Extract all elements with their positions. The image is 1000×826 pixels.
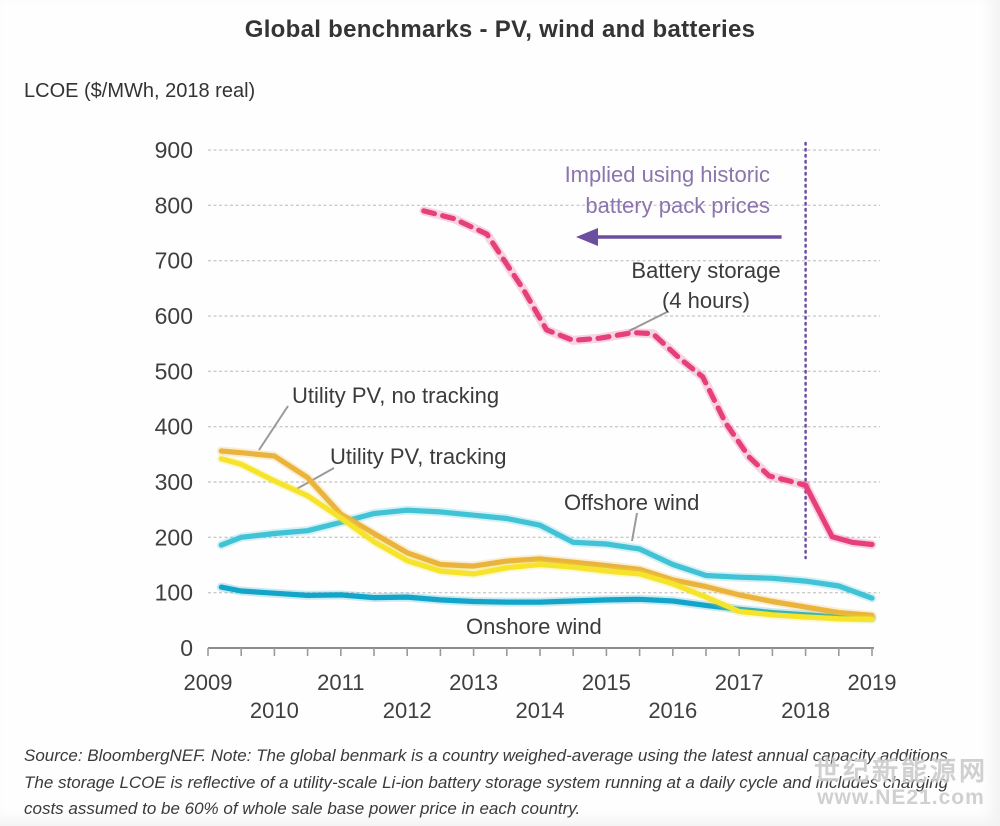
y-tick-label-200: 200 [155,524,193,550]
implied-annotation-line1: Implied using historic [564,162,770,187]
battery-storage-label-line1: Battery storage [631,258,781,283]
offshore-wind-label: Offshore wind [564,490,700,515]
x-year-label-2013: 2013 [449,670,498,695]
y-tick-label-0: 0 [180,635,193,661]
y-tick-label-500: 500 [155,358,193,384]
battery-observed-halo [801,480,877,549]
onshore-wind-label: Onshore wind [466,614,602,639]
battery-storage-leader [628,311,668,332]
x-year-label-2009: 2009 [184,670,233,695]
offshore-wind-halo [216,505,877,603]
implied-annotation: Implied using historic battery pack pric… [565,159,770,221]
source-note: Source: BloombergNEF. Note: The global b… [24,746,953,818]
battery-storage-label: Battery storage (4 hours) [625,256,787,316]
battery-storage-label-line2: (4 hours) [661,288,751,313]
x-year-label-2019: 2019 [848,670,897,695]
pv-tracking-leader [292,467,335,492]
y-tick-label-300: 300 [155,469,193,495]
x-year-label-2011: 2011 [317,670,364,695]
y-tick-label-400: 400 [155,414,193,440]
x-year-label-2015: 2015 [582,670,631,695]
y-tick-label-700: 700 [155,248,193,274]
x-year-label-2016: 2016 [648,698,697,723]
battery-implied-line [421,208,809,488]
pv-tracking-line [218,456,875,622]
chart-title: Global benchmarks - PV, wind and batteri… [244,16,756,43]
offshore-wind-line [218,507,875,601]
battery-observed-line [802,482,875,548]
x-year-label-2012: 2012 [383,698,432,723]
implied-arrow-head [576,228,598,246]
y-tick-label-100: 100 [155,580,193,606]
y-axis-title: LCOE ($/MWh, 2018 real) [24,80,256,102]
offshore-wind-leader [631,512,638,542]
watermark-url-text: www.NE21.com [817,786,985,809]
x-year-label-2018: 2018 [781,698,830,723]
y-tick-label-600: 600 [155,303,193,329]
pv-tracking-label: Utility PV, tracking [330,444,507,469]
watermark: 世纪新能源网 www.NE21.com [814,756,988,810]
pv-no-tracking-leader [258,405,289,451]
x-year-label-2010: 2010 [250,698,299,723]
y-tick-label-800: 800 [155,192,193,218]
x-year-label-2014: 2014 [516,698,565,723]
y-tick-label-900: 900 [155,137,193,163]
watermark-cjk-text: 世纪新能源网 [813,756,988,786]
implied-annotation-line2: battery pack prices [585,193,770,218]
x-year-label-2017: 2017 [715,670,764,695]
pv-no-tracking-label: Utility PV, no tracking [292,383,500,408]
pv-no-tracking-line [218,448,875,619]
